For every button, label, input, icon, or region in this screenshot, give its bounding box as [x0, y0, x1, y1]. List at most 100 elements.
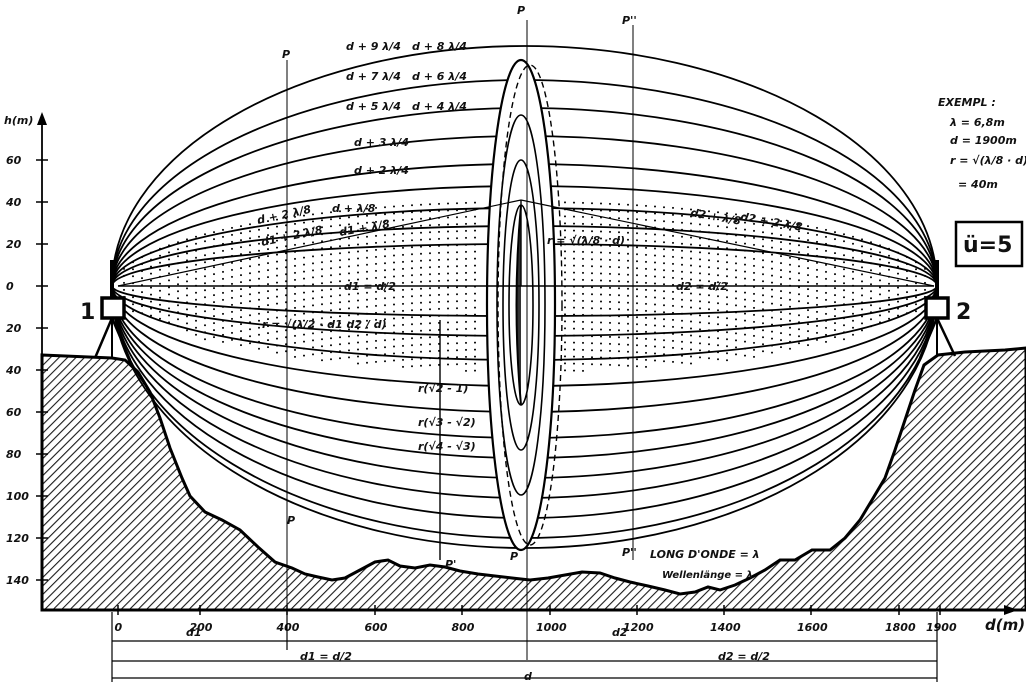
zone-dot — [195, 263, 197, 266]
zone-dot — [681, 354, 683, 357]
zone-dot — [438, 237, 440, 240]
zone-dot — [717, 281, 719, 284]
zone-dot — [222, 319, 224, 322]
zone-dot — [177, 269, 179, 272]
zone-dot — [564, 327, 566, 330]
zone-dot — [357, 208, 359, 211]
zone-dot — [294, 222, 296, 225]
zone-dot — [447, 223, 449, 226]
zone-dot — [411, 358, 413, 361]
zone-dot — [816, 296, 818, 299]
zone-dot — [861, 287, 863, 290]
x-tick-label: 200 — [190, 621, 213, 634]
zone-dot — [222, 256, 224, 259]
zone-dot — [150, 314, 152, 317]
zone-dot — [663, 269, 665, 272]
zone-dot — [294, 278, 296, 281]
zone-dot — [636, 232, 638, 235]
zone-dot — [744, 340, 746, 343]
zone-dot — [654, 212, 656, 215]
zone-dot — [762, 245, 764, 248]
zone-dot — [834, 308, 836, 311]
zone-dot — [645, 365, 647, 368]
zone-dot — [465, 299, 467, 302]
zone-dot — [186, 287, 188, 290]
zone-dot — [744, 270, 746, 273]
zone-dot — [582, 229, 584, 232]
zone-dot — [123, 281, 125, 284]
zone-dot — [573, 327, 575, 330]
zone-dot — [717, 330, 719, 333]
zone-dot — [384, 283, 386, 286]
zone-dot — [321, 282, 323, 285]
zone-dot — [411, 253, 413, 256]
zone-dot — [429, 231, 431, 234]
zone-dot — [735, 220, 737, 223]
zone-dot — [609, 230, 611, 233]
zone-dot — [618, 343, 620, 346]
zone-dot — [294, 229, 296, 232]
zone-dot — [645, 337, 647, 340]
zone-dot — [798, 335, 800, 338]
zone-dot — [438, 230, 440, 233]
zone-dot — [771, 246, 773, 249]
zone-dot — [339, 280, 341, 283]
zone-dot — [429, 301, 431, 304]
zone-dot — [393, 261, 395, 264]
zone-dot — [753, 264, 755, 267]
zone-dot — [348, 223, 350, 226]
zone-dot — [420, 329, 422, 332]
zone-dot — [843, 261, 845, 264]
zone-dot — [321, 303, 323, 306]
zone-dot — [735, 276, 737, 279]
example-r-value: = 40m — [958, 178, 998, 191]
zone-dot — [618, 301, 620, 304]
zone-dot — [699, 258, 701, 261]
zone-dot — [447, 300, 449, 303]
zone-dot — [294, 320, 296, 323]
zone-dot — [825, 298, 827, 301]
zone-dot — [339, 315, 341, 318]
zone-dot — [249, 223, 251, 226]
zone-dot — [726, 268, 728, 271]
zone-dot — [447, 244, 449, 247]
zone-dot — [258, 221, 260, 224]
zone-dot — [807, 288, 809, 291]
zone-dot — [690, 306, 692, 309]
zone-dot — [222, 333, 224, 336]
zone-dot — [456, 223, 458, 226]
zone-dot — [447, 349, 449, 352]
zone-dot — [474, 299, 476, 302]
zone-dot — [474, 320, 476, 323]
zone-dot — [654, 205, 656, 208]
zone-dot — [627, 273, 629, 276]
zone-dot — [339, 350, 341, 353]
zone-dot — [879, 307, 881, 310]
zone-dot — [717, 267, 719, 270]
x-tick-label: 1800 — [885, 621, 916, 634]
zone-dot — [627, 336, 629, 339]
zone-dot — [276, 260, 278, 263]
zone-dot — [906, 270, 908, 273]
zone-dot — [717, 211, 719, 214]
zone-dot — [744, 277, 746, 280]
zone-dot — [357, 243, 359, 246]
example-r: r = √(λ/8 · d) — [950, 154, 1026, 167]
zone-dot — [456, 265, 458, 268]
zone-dot — [762, 329, 764, 332]
zone-dot — [726, 331, 728, 334]
formula-r-general: r = √(λ/2 · d1 d2 / d) — [262, 318, 387, 331]
zone-dot — [582, 264, 584, 267]
zone-dot — [420, 203, 422, 206]
zone-dot — [393, 205, 395, 208]
zone-dot — [249, 293, 251, 296]
zone-dot — [429, 364, 431, 367]
zone-dot — [321, 289, 323, 292]
zone-dot — [267, 297, 269, 300]
zone-dot — [762, 231, 764, 234]
zone-dot — [663, 206, 665, 209]
zone-dot — [663, 325, 665, 328]
zone-dot — [816, 247, 818, 250]
zone-dot — [681, 277, 683, 280]
zone-dot — [240, 274, 242, 277]
